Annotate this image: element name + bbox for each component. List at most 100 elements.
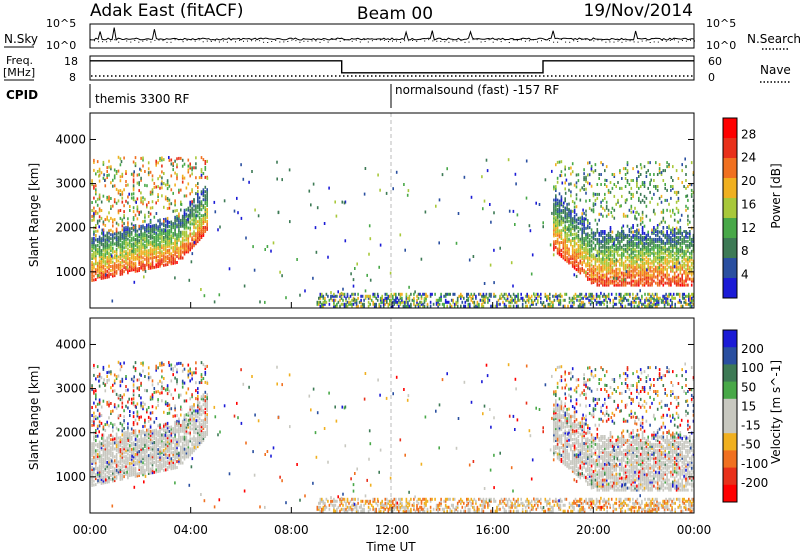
power-cell: [549, 297, 551, 300]
power-cell: [595, 193, 597, 196]
power-cell: [646, 260, 648, 263]
power-cell: [566, 244, 568, 247]
power-cell: [520, 293, 522, 296]
noise-search-point: [654, 41, 655, 42]
power-cell: [259, 300, 261, 303]
power-cell: [680, 229, 682, 232]
noise-search-point: [332, 39, 333, 40]
power-cell: [473, 255, 475, 258]
power-cell: [581, 293, 583, 296]
power-cell: [431, 293, 433, 296]
power-cell: [114, 198, 116, 201]
power-cell: [152, 206, 154, 209]
power-cell: [101, 237, 103, 240]
power-cell: [110, 269, 112, 272]
power-cell: [356, 263, 358, 266]
noise-search-point: [316, 40, 317, 41]
power-ytick-label: 1000: [55, 265, 86, 279]
power-cell: [691, 189, 693, 192]
power-cell: [169, 159, 171, 162]
power-cell: [363, 303, 365, 306]
power-cell: [680, 254, 682, 257]
power-cell: [614, 209, 616, 212]
power-cell: [184, 231, 186, 234]
power-cell: [647, 272, 649, 275]
power-cell: [632, 193, 634, 196]
power-cell: [669, 210, 671, 213]
power-cell: [661, 256, 663, 259]
noise-search-point: [686, 41, 687, 42]
power-cell: [621, 230, 623, 233]
power-cell: [578, 222, 580, 225]
power-cell: [687, 236, 689, 239]
velocity-cell: [108, 434, 110, 437]
noise-search-point: [525, 41, 526, 42]
power-cell: [566, 293, 568, 296]
power-cell: [526, 305, 528, 308]
power-cell: [123, 222, 125, 225]
power-cell: [651, 229, 653, 232]
power-cell: [561, 253, 563, 256]
power-cell: [685, 205, 687, 208]
noise-search-point: [215, 40, 216, 41]
power-cell: [679, 262, 681, 265]
power-cell: [169, 229, 171, 232]
power-cell: [575, 293, 577, 296]
power-colorbar-tick: 16: [741, 198, 756, 212]
power-cell: [112, 205, 114, 208]
noise-right-tick-bottom: 10^0: [706, 39, 736, 52]
power-cell: [597, 238, 599, 241]
power-cell: [691, 278, 693, 281]
power-cell: [563, 227, 565, 230]
power-cell: [167, 179, 169, 182]
power-cell: [97, 238, 99, 241]
power-cell: [169, 207, 171, 210]
velocity-cell: [116, 427, 118, 430]
power-cell: [627, 161, 629, 164]
power-cell: [163, 236, 165, 239]
power-cell: [631, 274, 633, 277]
power-cell: [591, 260, 593, 263]
power-cell: [595, 238, 597, 241]
power-cell: [188, 169, 190, 172]
power-cell: [672, 276, 674, 279]
power-cell: [583, 168, 585, 171]
power-cell: [649, 161, 651, 164]
power-cell: [365, 167, 367, 170]
power-cell: [561, 202, 563, 205]
power-cell: [617, 252, 619, 255]
noise-search-point: [372, 40, 373, 41]
power-cell: [651, 260, 653, 263]
power-cell: [599, 301, 601, 304]
power-cell: [681, 264, 683, 267]
power-cell: [167, 229, 169, 232]
power-cell: [615, 185, 617, 188]
power-cell: [613, 243, 615, 246]
power-cell: [370, 279, 372, 282]
power-cell: [281, 274, 283, 277]
power-cell: [531, 273, 533, 276]
noise-search-point: [513, 39, 514, 40]
power-cell: [354, 293, 356, 296]
power-cell: [482, 207, 484, 210]
power-cell: [176, 255, 178, 258]
power-cell: [493, 293, 495, 296]
power-cell: [150, 225, 152, 228]
power-cell: [676, 191, 678, 194]
power-cell: [685, 244, 687, 247]
freq-trace: [90, 61, 694, 73]
power-cell: [670, 293, 672, 296]
power-cell: [161, 157, 163, 160]
noise-search-point: [134, 40, 135, 41]
power-cell: [578, 230, 580, 233]
noise-search-point: [400, 42, 401, 43]
power-cell: [406, 305, 408, 308]
power-cell: [380, 244, 382, 247]
power-cell: [646, 256, 648, 259]
power-cell: [640, 193, 642, 196]
power-cell: [582, 301, 584, 304]
power-cell: [659, 244, 661, 247]
power-cell: [487, 169, 489, 172]
power-cell: [120, 231, 122, 234]
power-cell: [649, 266, 651, 269]
